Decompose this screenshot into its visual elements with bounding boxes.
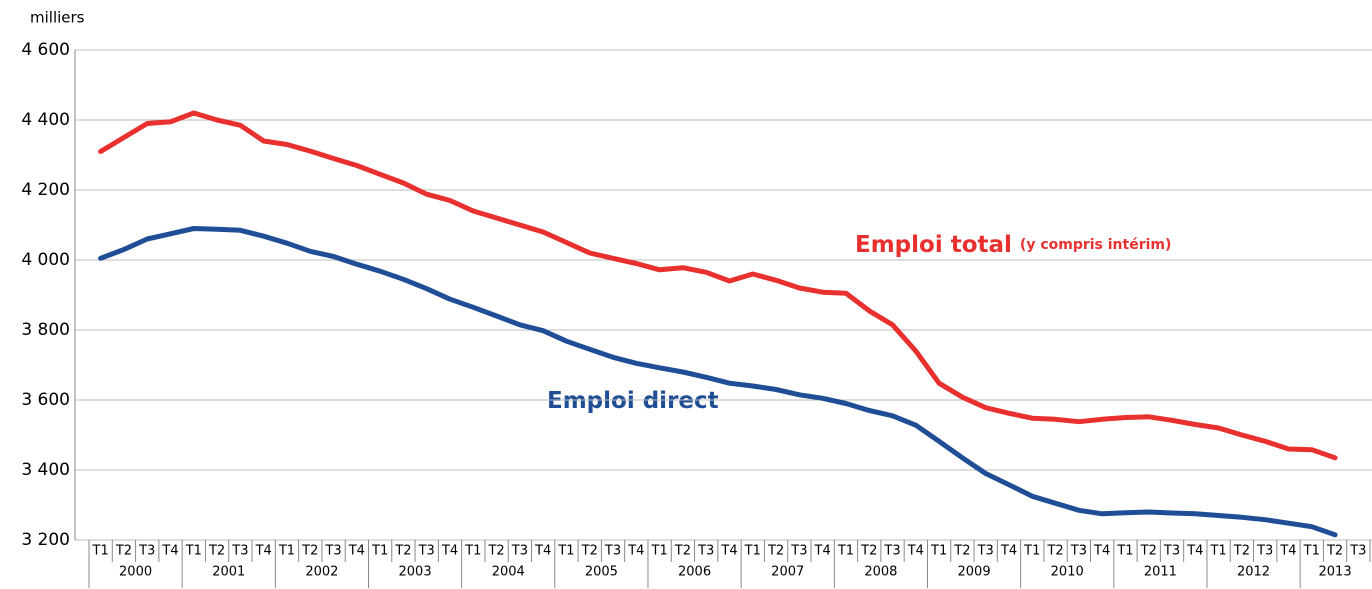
x-tick-label: T3 — [883, 544, 900, 559]
year-label: 2008 — [864, 565, 897, 580]
y-tick-label: 4 200 — [21, 180, 70, 200]
x-tick-label: T2 — [767, 544, 784, 559]
year-label: 2004 — [492, 565, 525, 580]
year-label: 2001 — [212, 565, 245, 580]
x-tick-label: T1 — [464, 544, 481, 559]
x-tick-label: T4 — [1279, 544, 1296, 559]
x-tick-label: T1 — [651, 544, 668, 559]
x-tick-label: T3 — [1349, 544, 1366, 559]
x-tick-label: T2 — [674, 544, 691, 559]
x-tick-label: T4 — [1000, 544, 1017, 559]
x-tick-label: T3 — [604, 544, 621, 559]
x-tick-label: T4 — [1093, 544, 1110, 559]
series-label-text: Emploi total — [855, 232, 1012, 258]
year-label: 2003 — [399, 565, 432, 580]
series-label: Emploi total (y compris intérim) — [855, 232, 1171, 258]
x-tick-label: T3 — [1256, 544, 1273, 559]
x-tick-label: T3 — [138, 544, 155, 559]
x-tick-label: T2 — [581, 544, 598, 559]
x-tick-label: T4 — [441, 544, 458, 559]
x-tick-label: T3 — [977, 544, 994, 559]
year-label: 2011 — [1144, 565, 1177, 580]
x-tick-label: T2 — [115, 544, 132, 559]
x-tick-label: T2 — [1233, 544, 1250, 559]
x-tick-label: T4 — [907, 544, 924, 559]
y-tick-label: 4 600 — [21, 40, 70, 60]
x-tick-label: T1 — [1023, 544, 1040, 559]
x-tick-label: T4 — [255, 544, 272, 559]
x-tick-label: T3 — [231, 544, 248, 559]
x-tick-label: T2 — [394, 544, 411, 559]
x-tick-label: T3 — [697, 544, 714, 559]
y-axis-label: milliers — [30, 9, 85, 27]
x-tick-label: T4 — [161, 544, 178, 559]
year-label: 2000 — [119, 565, 152, 580]
series-line — [98, 110, 1338, 461]
year-label: 2009 — [958, 565, 991, 580]
year-label: 2006 — [678, 565, 711, 580]
y-tick-label: 3 800 — [21, 320, 70, 340]
x-tick-label: T1 — [837, 544, 854, 559]
x-tick-label: T3 — [1163, 544, 1180, 559]
x-tick-label: T3 — [511, 544, 528, 559]
x-tick-label: T1 — [744, 544, 761, 559]
x-tick-label: T1 — [1303, 544, 1320, 559]
x-tick-label: T2 — [208, 544, 225, 559]
year-label: 2002 — [305, 565, 338, 580]
x-tick-label: T2 — [1140, 544, 1157, 559]
x-tick-label: T2 — [1046, 544, 1063, 559]
x-tick-label: T3 — [1070, 544, 1087, 559]
x-tick-label: T4 — [348, 544, 365, 559]
x-tick-label: T4 — [814, 544, 831, 559]
y-tick-label: 4 000 — [21, 250, 70, 270]
x-tick-label: T3 — [790, 544, 807, 559]
x-tick-label: T4 — [627, 544, 644, 559]
year-label: 2013 — [1319, 565, 1352, 580]
x-tick-label: T3 — [324, 544, 341, 559]
y-tick-label: 3 400 — [21, 460, 70, 480]
x-tick-label: T3 — [418, 544, 435, 559]
x-tick-label: T4 — [534, 544, 551, 559]
year-label: 2005 — [585, 565, 618, 580]
x-tick-label: T1 — [1209, 544, 1226, 559]
x-tick-label: T2 — [301, 544, 318, 559]
y-tick-label: 3 200 — [21, 530, 70, 550]
year-label: 2012 — [1237, 565, 1270, 580]
x-tick-label: T2 — [1326, 544, 1343, 559]
x-tick-label: T2 — [860, 544, 877, 559]
y-tick-label: 3 600 — [21, 390, 70, 410]
x-tick-label: T1 — [92, 544, 109, 559]
x-tick-label: T2 — [487, 544, 504, 559]
year-label: 2007 — [771, 565, 804, 580]
x-tick-label: T1 — [371, 544, 388, 559]
x-tick-label: T1 — [1116, 544, 1133, 559]
annotation: (y compris intérim) — [1020, 237, 1171, 253]
x-tick-label: T4 — [720, 544, 737, 559]
x-tick-label: T1 — [930, 544, 947, 559]
year-label: 2010 — [1051, 565, 1084, 580]
x-tick-label: T2 — [953, 544, 970, 559]
x-tick-label: T4 — [1186, 544, 1203, 559]
y-tick-label: 4 400 — [21, 110, 70, 130]
series-line — [98, 226, 1338, 538]
x-tick-label: T1 — [278, 544, 295, 559]
x-tick-label: T1 — [185, 544, 202, 559]
x-tick-label: T1 — [557, 544, 574, 559]
